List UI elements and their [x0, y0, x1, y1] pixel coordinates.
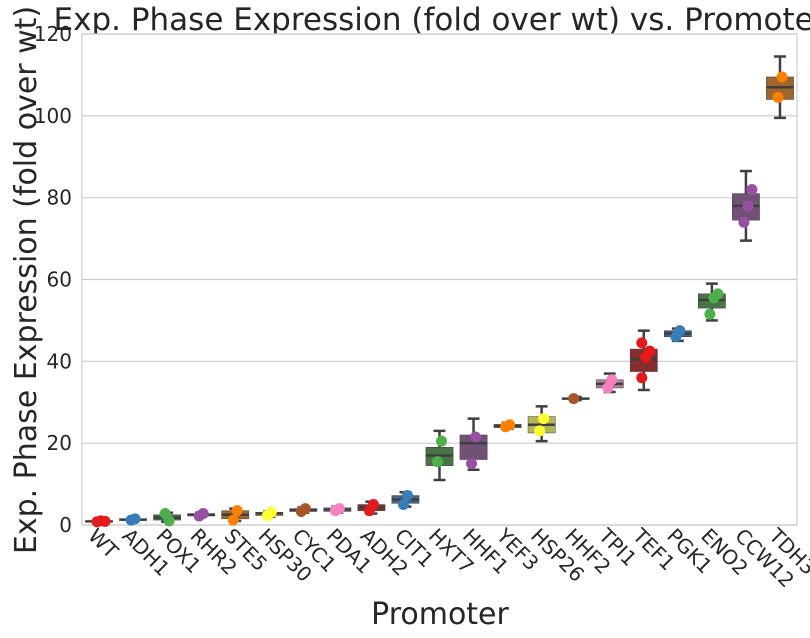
y-tick-label: 120	[34, 22, 72, 46]
y-tick-label: 0	[59, 513, 72, 537]
point	[163, 515, 175, 527]
y-tick-label: 20	[47, 431, 72, 455]
y-tick-label: 60	[47, 268, 72, 292]
point	[504, 419, 516, 431]
point	[742, 200, 754, 212]
point	[231, 505, 243, 517]
y-tick-label: 40	[47, 349, 72, 373]
point	[568, 393, 580, 405]
point	[401, 490, 413, 502]
point	[432, 456, 443, 468]
point	[534, 425, 546, 437]
y-tick-label: 100	[34, 104, 72, 128]
point	[776, 71, 788, 83]
point	[636, 372, 648, 384]
point	[772, 91, 784, 103]
point	[265, 506, 277, 518]
y-tick-label: 80	[47, 186, 72, 210]
point	[436, 435, 447, 447]
point	[470, 431, 482, 443]
point	[466, 458, 478, 470]
point	[738, 216, 750, 228]
point	[746, 183, 758, 195]
point	[99, 515, 111, 527]
point	[197, 508, 209, 520]
point	[538, 413, 550, 425]
point	[367, 499, 379, 511]
point	[644, 345, 656, 357]
chart-title: Exp. Phase Expression (fold over wt) vs.…	[54, 2, 810, 38]
point	[704, 308, 716, 320]
x-axis-label: Promoter	[371, 597, 509, 632]
point	[712, 288, 724, 300]
point	[397, 499, 409, 511]
point	[299, 503, 311, 515]
point	[333, 503, 345, 515]
point	[227, 514, 239, 526]
y-axis-label: Exp. Phase Expression (fold over wt)	[9, 6, 44, 554]
point	[602, 382, 614, 394]
point	[636, 337, 648, 349]
point	[674, 325, 686, 337]
x-tick-label: WT	[83, 524, 123, 564]
point	[606, 374, 618, 386]
point	[129, 513, 141, 525]
